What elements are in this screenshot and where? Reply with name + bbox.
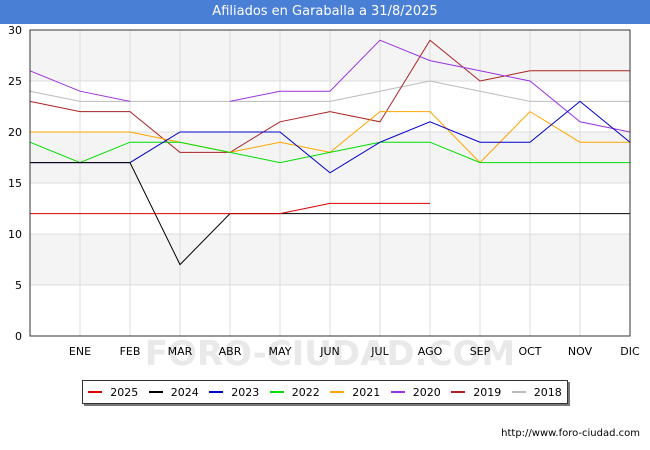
legend-item-2022: 2022	[269, 385, 320, 399]
legend-swatch	[209, 391, 224, 393]
legend-item-2018: 2018	[511, 385, 562, 399]
x-tick-label: DIC	[620, 345, 640, 358]
watermark-text: FORO-CIUDAD.COM	[145, 334, 516, 374]
legend-item-2020: 2020	[390, 385, 441, 399]
plot-frame	[29, 29, 631, 337]
legend-swatch	[88, 391, 103, 393]
y-tick-label: 30	[8, 24, 22, 37]
series-line-2020	[29, 39, 631, 133]
x-tick-label: ABR	[219, 345, 242, 358]
legend-item-2025: 2025	[88, 386, 138, 399]
legend-item-2019: 2019	[451, 386, 501, 399]
x-tick-label: OCT	[518, 345, 541, 358]
legend-label: 2024	[170, 385, 199, 399]
legend-item-2024: 2024	[148, 385, 199, 399]
x-tick-label: FEB	[120, 345, 141, 358]
x-axis-ticks: ENE FEB MAR ABR MAY JUN JUL AGO SEP OCT NOV DIC	[69, 345, 640, 358]
y-tick-label: 25	[8, 75, 22, 88]
legend-item-2021: 2021	[330, 386, 380, 399]
y-tick-label: 5	[15, 279, 22, 292]
y-tick-label: 20	[8, 126, 22, 139]
series-line-2025	[30, 202, 430, 215]
legend-swatch	[511, 391, 526, 393]
x-tick-label: ENE	[69, 345, 91, 358]
legend-label: 2021	[352, 385, 381, 399]
legend-label: 2022	[291, 385, 320, 399]
legend-label: 2019	[473, 385, 502, 399]
legend: 2025 2024 2023 2022 2021 2020 2019 2018	[82, 380, 568, 404]
x-tick-label: NOV	[568, 345, 593, 358]
footer-url: http://www.foro-ciudad.com	[501, 428, 640, 439]
x-tick-label: MAY	[269, 345, 292, 358]
series-line-2022	[29, 141, 630, 164]
y-tick-label: 15	[8, 177, 22, 190]
legend-swatch	[390, 391, 405, 393]
x-tick-label: MAR	[168, 345, 193, 358]
x-tick-label: JUL	[370, 345, 389, 358]
y-tick-label: 10	[8, 228, 22, 241]
legend-item-2023: 2023	[209, 386, 259, 399]
x-tick-label: SEP	[470, 345, 491, 358]
series-line-2024	[30, 162, 630, 266]
series-line-2019	[29, 39, 630, 153]
x-tick-label: JUN	[319, 345, 340, 358]
legend-label: 2018	[533, 385, 562, 399]
series-lines	[29, 39, 631, 266]
legend-swatch	[451, 391, 466, 393]
x-tick-label: AGO	[418, 345, 443, 358]
y-tick-label: 0	[15, 330, 22, 343]
legend-swatch	[148, 391, 163, 393]
chart-title: Afiliados en Garaballa a 31/8/2025	[0, 0, 650, 24]
legend-label: 2020	[412, 385, 441, 399]
legend-label: 2025	[110, 385, 139, 399]
legend-label: 2023	[231, 385, 260, 399]
y-axis-ticks: 0 5 10 15 20 25 30	[8, 24, 22, 343]
legend-swatch	[269, 391, 284, 393]
legend-swatch	[330, 391, 345, 393]
